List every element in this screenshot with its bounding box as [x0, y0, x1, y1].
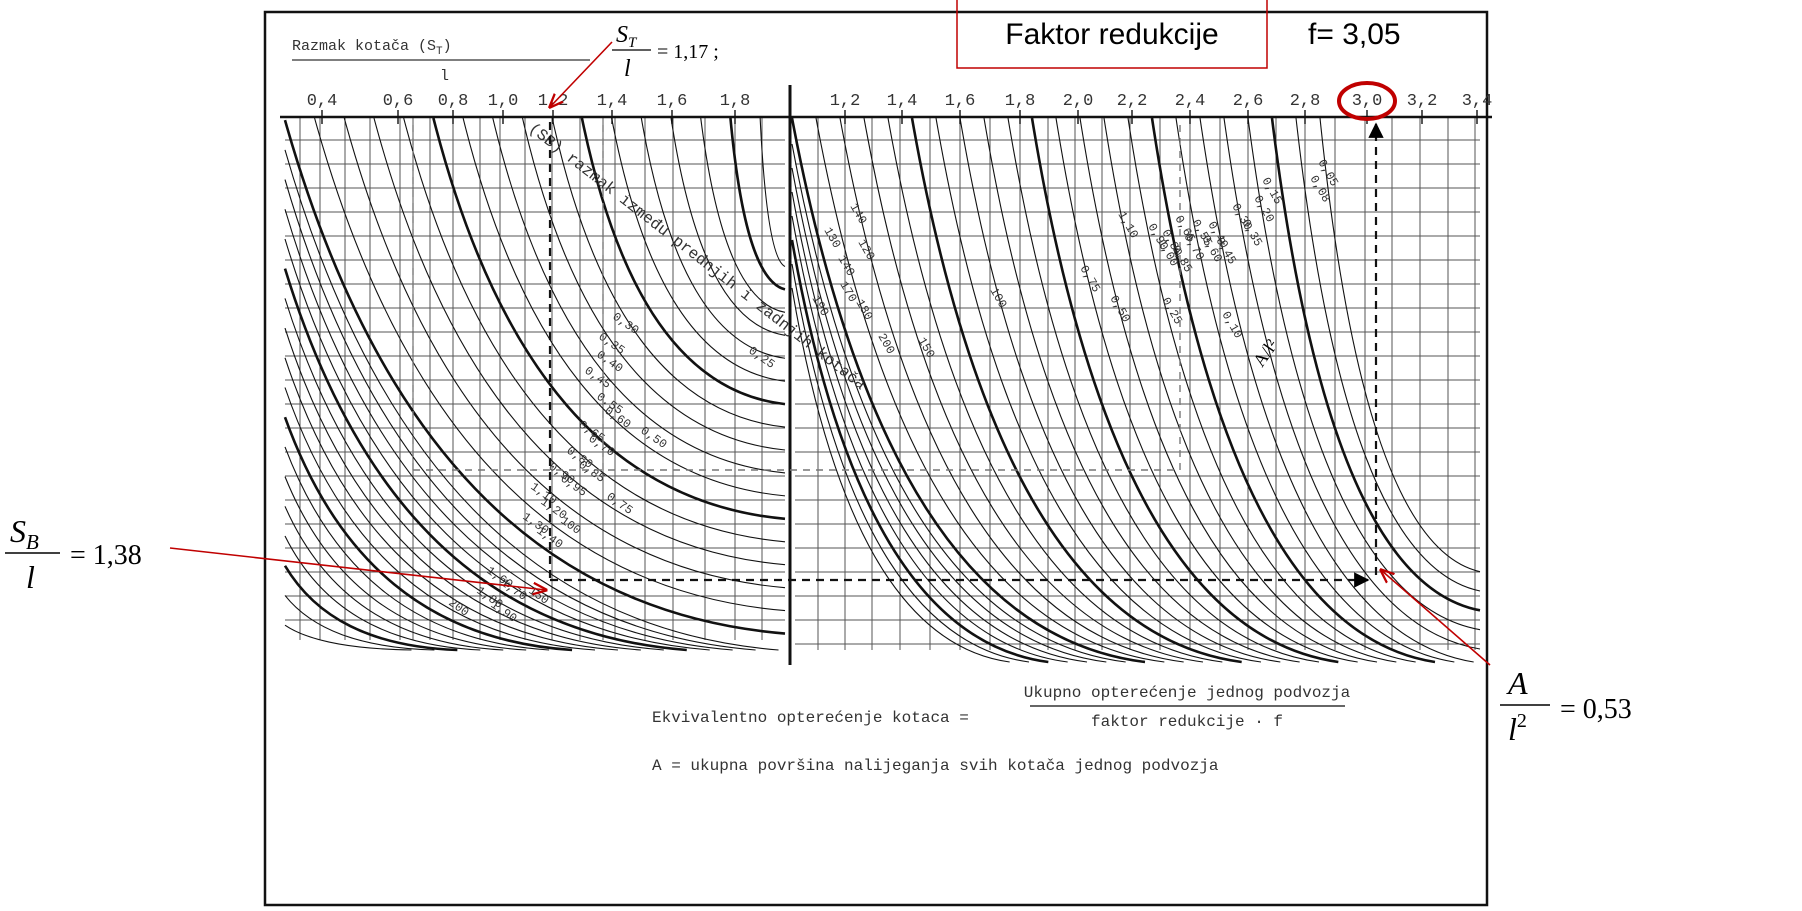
top-tick-label: 3,2: [1407, 92, 1438, 111]
top-tick-label: 1,8: [720, 92, 751, 111]
axis-title-text: Razmak kotača (S: [292, 38, 436, 55]
top-tick-label: 1,4: [597, 92, 628, 111]
top-tick-label: 1,8: [1005, 92, 1036, 111]
top-tick-label: 3,0: [1352, 92, 1383, 111]
top-tick-label: 2,0: [1063, 92, 1094, 111]
sb-subscript: B: [26, 530, 39, 554]
area-l: l: [1508, 711, 1517, 747]
axis-title-close: ): [443, 38, 452, 55]
f-value: f= 3,05: [1308, 18, 1401, 51]
top-tick-label: 1,6: [945, 92, 976, 111]
sb-denominator: l: [26, 559, 35, 595]
sb-value: = 1,38: [70, 540, 142, 571]
st-denominator: l: [624, 56, 631, 82]
top-tick-label: 1,2: [830, 92, 861, 111]
footer-denominator: faktor redukcije · f: [1091, 713, 1283, 731]
sb-symbol: S: [10, 513, 26, 549]
factor-label: Faktor redukcije: [1005, 18, 1218, 51]
page: { "axis_title": {"prefix": "Razmak kotač…: [0, 0, 1802, 911]
footer-lhs: Ekvivalentno opterećenje kotaca =: [652, 709, 969, 727]
area-value: = 0,53: [1560, 694, 1632, 725]
footer-numerator: Ukupno opterećenje jednog podvozja: [1024, 684, 1351, 702]
area-exponent: 2: [1517, 710, 1527, 732]
top-tick-label: 2,2: [1117, 92, 1148, 111]
top-tick-label: 0,6: [383, 92, 414, 111]
top-tick-label: 1,4: [887, 92, 918, 111]
top-tick-label: 2,6: [1233, 92, 1264, 111]
footer-definition: A = ukupna površina nalijeganja svih kot…: [652, 757, 1219, 775]
top-tick-label: 3,4: [1462, 92, 1493, 111]
top-tick-label: 2,4: [1175, 92, 1206, 111]
st-value: = 1,17 ;: [657, 41, 719, 63]
diagram: Razmak kotača (ST) l 0,40,60,81,01,21,41…: [0, 0, 1802, 911]
top-tick-label: 0,4: [307, 92, 338, 111]
top-tick-label: 2,8: [1290, 92, 1321, 111]
area-numerator: A: [1506, 665, 1528, 701]
top-tick-label: 0,8: [438, 92, 469, 111]
top-tick-label: 1,6: [657, 92, 688, 111]
axis-title-denominator: l: [440, 68, 449, 85]
top-tick-label: 1,2: [538, 92, 569, 111]
st-symbol: S: [616, 22, 628, 48]
top-tick-label: 1,0: [488, 92, 519, 111]
